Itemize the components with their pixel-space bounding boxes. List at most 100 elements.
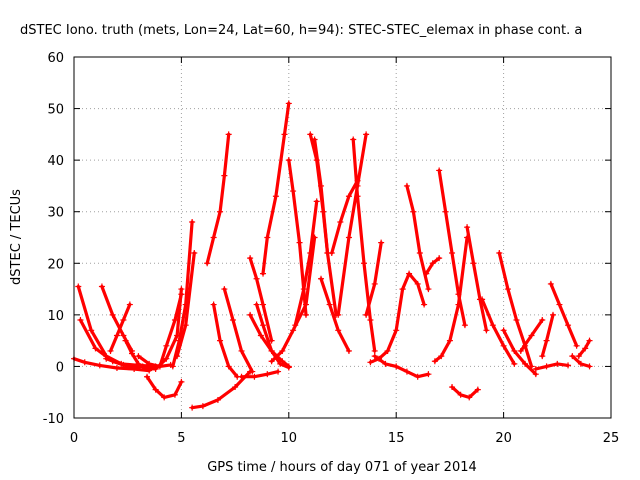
data-point: [550, 311, 557, 318]
series-38: [431, 234, 471, 365]
series-24: [285, 157, 309, 318]
plot-frame: [73, 56, 612, 419]
data-point: [285, 157, 292, 164]
data-point: [75, 283, 82, 290]
data-point: [264, 234, 271, 241]
data-point: [247, 311, 254, 318]
data-point: [421, 301, 428, 308]
data-point: [500, 327, 507, 334]
y-axis-label: dSTEC / TECUs: [9, 189, 24, 285]
data-point: [414, 280, 421, 287]
data-point: [81, 359, 88, 366]
data-point: [302, 311, 309, 318]
data-point: [543, 337, 550, 344]
series-line: [437, 168, 467, 327]
data-point: [586, 337, 593, 344]
data-point: [232, 384, 239, 391]
data-point: [393, 327, 400, 334]
data-point: [539, 353, 546, 360]
data-point: [511, 360, 518, 367]
data-point: [285, 364, 292, 371]
data-point: [161, 394, 168, 401]
data-point: [253, 275, 260, 282]
series-15: [204, 131, 232, 267]
series-10: [144, 373, 185, 401]
data-point: [264, 371, 271, 378]
x-tick-label: 15: [388, 431, 405, 446]
series-line: [351, 137, 377, 353]
data-point: [307, 131, 314, 138]
data-point: [77, 317, 84, 324]
data-point: [431, 358, 438, 365]
data-point: [318, 182, 325, 189]
y-tick-label: 40: [47, 154, 64, 169]
x-tick-label: 20: [495, 431, 512, 446]
data-point: [547, 280, 554, 287]
data-point: [328, 249, 335, 256]
data-point: [429, 260, 436, 267]
data-point: [247, 255, 254, 262]
series-49: [569, 353, 593, 370]
chart-title: dSTEC Iono. truth (mets, Lon=24, Lat=60,…: [20, 23, 582, 38]
series-16: [210, 301, 241, 380]
series-line: [534, 362, 570, 371]
data-point: [126, 301, 133, 308]
data-point: [371, 353, 378, 360]
y-tick-label: 0: [56, 360, 64, 375]
series-18: [238, 368, 282, 380]
series-line: [248, 256, 274, 343]
data-point: [423, 270, 430, 277]
data-point: [436, 167, 443, 174]
data-point: [122, 337, 129, 344]
data-point: [260, 270, 267, 277]
data-point: [350, 136, 357, 143]
data-point: [260, 301, 267, 308]
series-41: [464, 224, 490, 334]
data-point: [174, 353, 181, 360]
data-point: [565, 362, 572, 369]
data-point: [135, 353, 142, 360]
data-point: [120, 317, 127, 324]
data-point: [199, 403, 206, 410]
data-point: [113, 332, 120, 339]
series-line: [330, 179, 360, 255]
data-point: [326, 301, 333, 308]
series-47: [539, 311, 557, 360]
series-50: [575, 337, 593, 360]
series-40: [449, 384, 481, 401]
data-point: [92, 345, 99, 352]
series-line: [158, 292, 183, 368]
data-point: [479, 296, 486, 303]
data-point: [189, 219, 196, 226]
data-point: [268, 358, 275, 365]
data-point: [221, 172, 228, 179]
series-line: [480, 297, 516, 366]
data-point: [573, 342, 580, 349]
data-point: [543, 363, 550, 370]
data-point: [382, 360, 389, 367]
data-point: [313, 198, 320, 205]
series-line: [222, 287, 254, 374]
data-point: [268, 347, 275, 354]
data-point: [425, 286, 432, 293]
data-point: [260, 322, 267, 329]
data-point: [296, 239, 303, 246]
data-point: [163, 355, 170, 362]
series-31: [350, 136, 378, 354]
series-line: [261, 101, 291, 276]
data-point: [532, 366, 539, 373]
data-point: [414, 373, 421, 380]
data-point: [586, 363, 593, 370]
series-line: [540, 313, 555, 358]
data-point: [367, 359, 374, 366]
y-tick-label: 30: [47, 206, 64, 221]
data-point: [504, 286, 511, 293]
data-point: [438, 353, 445, 360]
data-point: [214, 396, 221, 403]
series-12: [169, 219, 196, 370]
series-23: [268, 234, 318, 365]
data-point: [410, 208, 417, 215]
data-point: [522, 360, 529, 367]
series-line: [212, 302, 239, 379]
data-point: [384, 347, 391, 354]
